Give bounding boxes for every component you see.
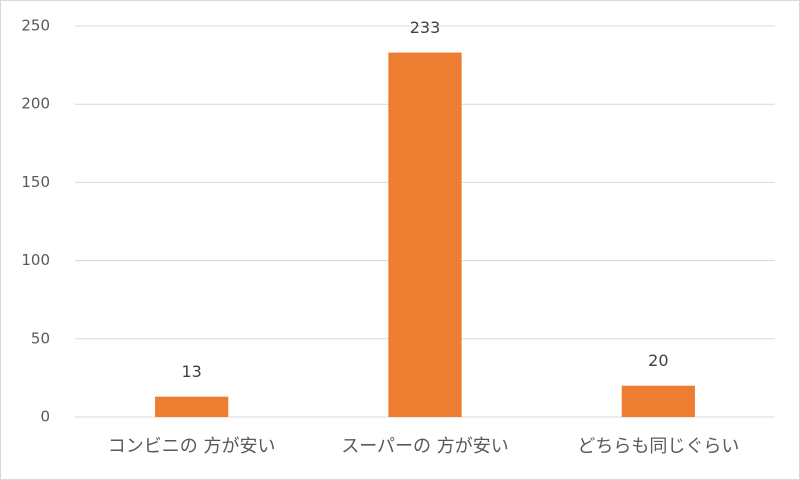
bar: [155, 396, 229, 417]
x-tick-label: スーパーの 方が安い: [341, 436, 509, 457]
data-label: 13: [181, 362, 201, 381]
y-tick-label: 150: [21, 173, 50, 191]
y-tick-label: 200: [21, 95, 50, 113]
bar: [621, 385, 695, 417]
x-tick-label: どちらも同じぐらい: [577, 436, 739, 457]
y-tick-label: 100: [21, 251, 50, 269]
data-label: 233: [410, 18, 441, 37]
y-tick-label: 250: [21, 17, 50, 35]
bar: [388, 52, 462, 417]
x-tick-label: コンビニの 方が安い: [108, 436, 276, 457]
y-tick-label: 50: [31, 329, 50, 347]
y-tick-label: 0: [40, 408, 50, 426]
data-label: 20: [648, 351, 668, 370]
